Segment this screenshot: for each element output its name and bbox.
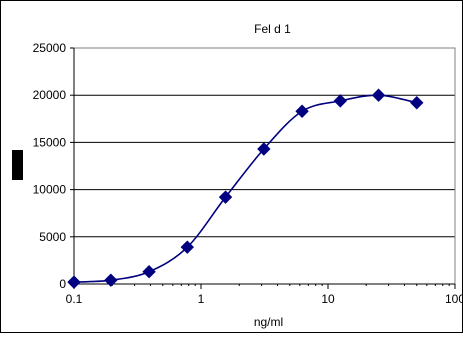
series-line — [73, 94, 417, 283]
y-axis-title-marker — [12, 150, 23, 180]
data-point-marker — [142, 265, 156, 279]
x-tick-label: 10 — [321, 292, 335, 306]
data-point-marker — [257, 142, 271, 156]
y-tick-label: 20000 — [33, 88, 67, 102]
x-tick-label: 1 — [198, 292, 205, 306]
y-tick-label: 10000 — [33, 183, 67, 197]
series — [67, 88, 424, 289]
x-tick-label: 100 — [445, 292, 463, 306]
data-point-marker — [180, 240, 195, 254]
axes: 0 5000 10000 15000 20000 25000 0.1 1 10 100 — [33, 41, 463, 306]
x-tick-label: 0.1 — [66, 292, 83, 306]
data-point-marker — [410, 96, 424, 110]
y-tick-label: 5000 — [39, 230, 66, 244]
data-point-marker — [104, 273, 118, 287]
data-point-marker — [295, 104, 309, 118]
y-tick-label: 25000 — [33, 41, 67, 55]
x-axis-title: ng/ml — [254, 315, 283, 329]
y-tick-label: 0 — [59, 277, 66, 291]
data-point-marker — [67, 275, 81, 289]
data-point-marker — [218, 190, 233, 204]
y-tick-label: 15000 — [33, 135, 67, 149]
data-point-marker — [333, 94, 348, 108]
data-point-marker — [371, 88, 386, 102]
chart-title: Fel d 1 — [254, 22, 291, 36]
